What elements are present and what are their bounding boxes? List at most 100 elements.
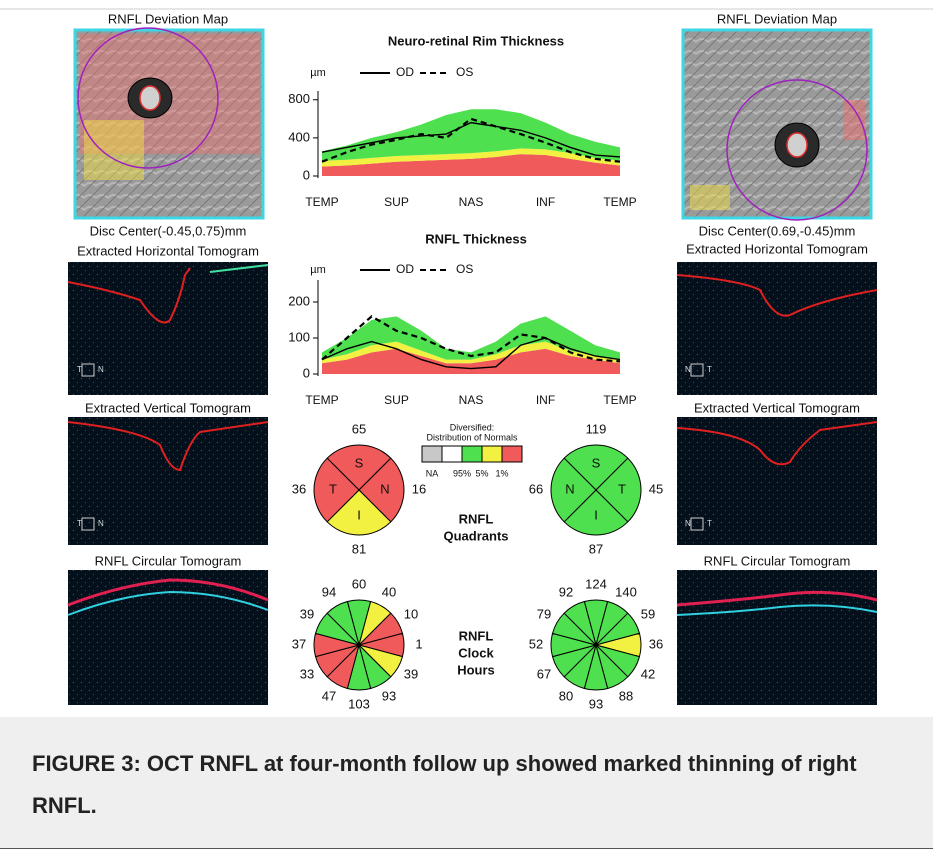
x-tick-label: INF: [536, 195, 555, 209]
y-tick-label: 100: [288, 329, 310, 344]
clock-value: 40: [382, 584, 396, 599]
legend-label: NA: [426, 468, 439, 478]
orientation-label: N: [98, 365, 104, 374]
normals-legend-title: Diversified:: [450, 422, 495, 432]
caption: FIGURE 3: OCT RNFL at four-month follow …: [32, 743, 892, 827]
legend-label: OD: [396, 65, 414, 79]
legend-box: [442, 446, 462, 462]
orientation-label: T: [77, 365, 82, 374]
legend-label: 5%: [475, 468, 488, 478]
panel-title: RNFL Circular Tomogram: [95, 553, 242, 568]
clock-value: 39: [300, 606, 314, 621]
quadrant-letter: N: [380, 481, 389, 496]
quadrant-letter: S: [355, 455, 364, 470]
map-overlay: [690, 185, 730, 210]
quadrant-value: 87: [589, 541, 603, 556]
cup: [787, 133, 807, 157]
x-tick-label: TEMP: [603, 195, 636, 209]
y-tick-label: 0: [303, 365, 310, 380]
clock-value: 124: [585, 576, 607, 591]
clock-value: 47: [322, 688, 336, 703]
x-tick-label: SUP: [384, 195, 409, 209]
chart-title: RNFL Thickness: [425, 231, 527, 246]
y-axis-label: µm: [310, 264, 326, 276]
quadrant-letter: N: [565, 481, 574, 496]
clock-value: 59: [641, 606, 655, 621]
quadrant-value: 66: [529, 481, 543, 496]
orientation-label: T: [707, 365, 712, 374]
clock-value: 1: [415, 636, 422, 651]
legend-box: [422, 446, 442, 462]
clock-value: 60: [352, 576, 366, 591]
clock-title: Clock: [458, 645, 494, 660]
quadrant-letter: T: [329, 481, 337, 496]
clock-value: 42: [641, 666, 655, 681]
panel-title: Extracted Vertical Tomogram: [85, 400, 251, 415]
clock-value: 33: [300, 666, 314, 681]
orientation-label: T: [77, 519, 82, 528]
normal-band: [322, 109, 620, 160]
page-body: { "left_panel": { "deviation_map": {"tit…: [0, 0, 933, 852]
y-axis-label: µm: [310, 67, 326, 79]
clock-value: 92: [559, 584, 573, 599]
panel-title: Extracted Horizontal Tomogram: [686, 241, 868, 256]
orientation-label: N: [685, 519, 691, 528]
legend-label: 95%: [453, 468, 471, 478]
quadrant-value: 81: [352, 541, 366, 556]
orientation-label: N: [685, 365, 691, 374]
x-tick-label: INF: [536, 393, 555, 407]
quadrant-value: 36: [292, 481, 306, 496]
orientation-label: T: [707, 519, 712, 528]
disc-center: Disc Center(0.69,-0.45)mm: [699, 223, 856, 238]
clock-value: 52: [529, 636, 543, 651]
quadrants-title: Quadrants: [443, 528, 508, 543]
right-deviation-map: [683, 30, 871, 220]
clock-value: 80: [559, 688, 573, 703]
clock-value: 140: [615, 584, 637, 599]
orientation-label: N: [98, 519, 104, 528]
legend-label: OD: [396, 262, 414, 276]
x-tick-label: NAS: [459, 393, 484, 407]
quadrants-title: RNFL: [459, 511, 494, 526]
clock-value: 79: [537, 606, 551, 621]
panel-title: RNFL Deviation Map: [108, 11, 228, 26]
legend-box: [462, 446, 482, 462]
x-tick-label: TEMP: [603, 393, 636, 407]
quadrant-value: 16: [412, 481, 426, 496]
clock-value: 10: [404, 606, 418, 621]
left-deviation-map: [75, 28, 263, 218]
quadrant-value: 65: [352, 421, 366, 436]
panel-title: RNFL Deviation Map: [717, 11, 837, 26]
page: OCT RNFL figure html, body { margin: 0; …: [0, 0, 933, 852]
x-tick-label: SUP: [384, 393, 409, 407]
clock-title: Hours: [457, 662, 495, 677]
legend-box: [502, 446, 522, 462]
clock-value: 67: [537, 666, 551, 681]
panel-title: RNFL Circular Tomogram: [704, 553, 851, 568]
clock-value: 39: [404, 666, 418, 681]
quadrant-letter: I: [594, 507, 598, 522]
y-tick-label: 200: [288, 293, 310, 308]
legend-label: 1%: [495, 468, 508, 478]
y-tick-label: 400: [288, 129, 310, 144]
disc-center: Disc Center(-0.45,0.75)mm: [90, 223, 247, 238]
legend-label: OS: [456, 65, 473, 79]
clock-value: 94: [322, 584, 336, 599]
x-tick-label: TEMP: [305, 195, 338, 209]
quadrant-letter: I: [357, 507, 361, 522]
x-tick-label: NAS: [459, 195, 484, 209]
tomogram: [677, 570, 877, 705]
cup: [140, 86, 160, 110]
map-overlay: [84, 120, 144, 180]
figure: T N T N N T N T RNFL Deviation Map Disc …: [0, 0, 933, 717]
clock-title: RNFL: [459, 628, 494, 643]
clock-value: 93: [589, 696, 603, 711]
legend-box: [482, 446, 502, 462]
quadrant-letter: S: [592, 455, 601, 470]
quadrant-value: 45: [649, 481, 663, 496]
legend-label: OS: [456, 262, 473, 276]
tomogram: [677, 262, 877, 395]
quadrant-value: 119: [586, 421, 607, 436]
normals-legend-title: Distribution of Normals: [426, 432, 518, 442]
panel-title: Extracted Horizontal Tomogram: [77, 243, 259, 258]
